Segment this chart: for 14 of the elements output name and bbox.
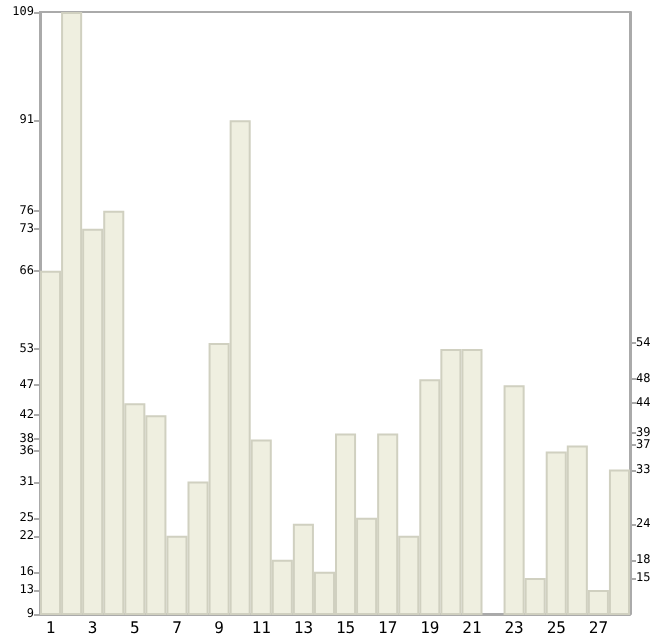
x-tick-label: 9 [214, 619, 225, 637]
x-tick-label: 17 [378, 619, 398, 637]
x-tick-label: 3 [87, 619, 98, 637]
x-tick-label: 25 [546, 619, 567, 637]
x-tick-label: 23 [504, 619, 525, 637]
x-tick-label: 1 [45, 619, 56, 637]
x-tick-label: 11 [251, 619, 272, 637]
x-tick-label: 7 [172, 619, 183, 637]
x-tick-label: 21 [462, 619, 482, 637]
x-tick-label: 27 [588, 619, 609, 637]
x-tick-label: 19 [420, 619, 440, 637]
x-tick-label: 15 [335, 619, 356, 637]
x-tick-label: 13 [293, 619, 314, 637]
x-tick-label: 5 [129, 619, 140, 637]
